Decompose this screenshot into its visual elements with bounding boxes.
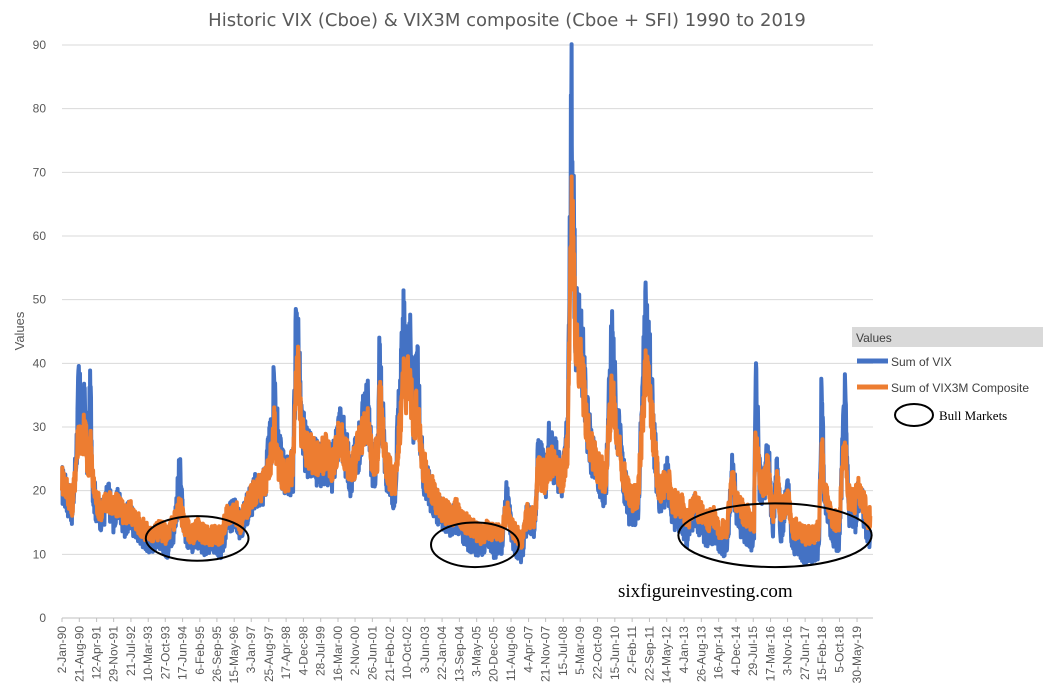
legend-ellipse-icon	[894, 403, 934, 427]
x-tick-label: 15-Jul-08	[556, 626, 570, 676]
y-tick-label: 20	[33, 484, 47, 498]
x-tick-label: 2-Feb-11	[625, 626, 639, 674]
x-tick-label: 3-Jan-97	[244, 626, 258, 674]
x-axis-ticks: 2-Jan-90 21-Aug-90 12-Apr-91 29-Nov-91 21-Ju…	[55, 618, 864, 683]
x-tick-label: 2-Nov-00	[348, 626, 362, 676]
x-tick-label: 22-Oct-09	[591, 626, 605, 680]
x-tick-label: 26-Aug-13	[694, 626, 708, 682]
x-tick-label: 21-Jul-92	[124, 626, 138, 676]
y-tick-label: 60	[33, 229, 47, 243]
x-tick-label: 10-Oct-02	[400, 626, 414, 680]
x-tick-label: 4-Apr-07	[522, 626, 536, 673]
x-tick-label: 5-Oct-18	[832, 626, 846, 673]
legend-label-vix3m: Sum of VIX3M Composite	[891, 381, 1029, 395]
y-tick-label: 40	[33, 356, 47, 370]
y-tick-label: 10	[33, 547, 47, 561]
x-tick-label: 21-Nov-07	[539, 626, 553, 682]
x-tick-label: 16-Apr-14	[712, 626, 726, 680]
x-tick-label: 15-May-96	[227, 626, 241, 684]
x-tick-label: 10-Mar-93	[141, 626, 155, 682]
chart-title: Historic VIX (Cboe) & VIX3M composite (C…	[208, 10, 806, 31]
bull-market-ellipse	[430, 521, 520, 569]
x-tick-label: 26-Jun-01	[365, 626, 379, 680]
y-tick-label: 0	[39, 611, 46, 625]
legend-title: Values	[856, 331, 892, 345]
series-line-vix	[60, 42, 873, 566]
x-tick-label: 22-Jan-04	[435, 626, 449, 680]
bull-market-ellipses	[144, 502, 873, 569]
x-tick-label: 15-Feb-18	[815, 626, 829, 682]
x-tick-label: 12-Apr-91	[90, 626, 104, 680]
x-tick-label: 29-Jul-15	[746, 626, 760, 676]
x-tick-label: 21-Aug-90	[72, 626, 86, 682]
x-tick-label: 22-Sep-11	[642, 626, 656, 681]
x-tick-label: 27-Jun-17	[798, 626, 812, 680]
x-tick-label: 17-Mar-16	[764, 626, 778, 682]
gridlines	[62, 44, 873, 619]
x-tick-label: 17-Jun-94	[176, 626, 190, 680]
x-tick-label: 21-Feb-02	[383, 626, 397, 682]
x-tick-label: 29-Nov-91	[107, 626, 121, 682]
y-tick-label: 50	[33, 293, 47, 307]
legend-label-vix: Sum of VIX	[891, 355, 952, 369]
series-layer	[60, 42, 873, 566]
x-tick-label: 4-Dec-98	[296, 626, 310, 676]
x-tick-label: 13-Sep-04	[452, 626, 466, 682]
x-tick-label: 5-Mar-09	[573, 626, 587, 675]
x-tick-label: 4-Dec-14	[729, 626, 743, 676]
y-tick-label: 70	[33, 165, 47, 179]
x-tick-label: 14-May-12	[660, 626, 674, 684]
x-tick-label: 30-May-19	[850, 626, 864, 684]
x-tick-label: 4-Jan-13	[677, 626, 691, 674]
x-tick-label: 25-Aug-97	[262, 626, 276, 682]
x-tick-label: 15-Jun-10	[608, 626, 622, 680]
x-tick-label: 3-Nov-16	[781, 626, 795, 676]
x-tick-label: 3-May-05	[470, 626, 484, 677]
x-tick-label: 11-Aug-06	[504, 626, 518, 681]
x-tick-label: 17-Apr-98	[279, 626, 293, 680]
legend: Values Sum of VIX Sum of VIX3M Composite…	[852, 327, 1043, 427]
x-tick-label: 16-Mar-00	[331, 626, 345, 682]
x-tick-label: 27-Oct-93	[158, 626, 172, 680]
bull-market-ellipse	[677, 502, 873, 569]
y-tick-label: 90	[33, 38, 47, 52]
y-tick-label: 30	[33, 420, 47, 434]
y-axis-ticks: 0 10 20 30 40 50 60 70 80 90	[33, 38, 47, 625]
x-tick-label: 26-Sep-95	[210, 626, 224, 682]
bull-market-ellipse	[144, 515, 250, 562]
x-tick-label: 2-Jan-90	[55, 626, 69, 674]
y-tick-label: 80	[33, 102, 47, 116]
legend-header	[852, 327, 1043, 347]
x-tick-label: 3-Jun-03	[418, 626, 432, 674]
x-tick-label: 28-Jul-99	[314, 626, 328, 676]
watermark: sixfigureinvesting.com	[618, 581, 793, 602]
legend-label-bull-markets: Bull Markets	[939, 408, 1007, 423]
x-tick-label: 20-Dec-05	[487, 626, 501, 682]
y-axis-title: Values	[12, 311, 27, 350]
x-tick-label: 6-Feb-95	[193, 626, 207, 675]
